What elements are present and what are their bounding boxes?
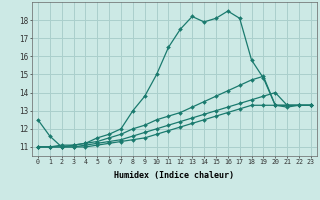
X-axis label: Humidex (Indice chaleur): Humidex (Indice chaleur) [115, 171, 234, 180]
